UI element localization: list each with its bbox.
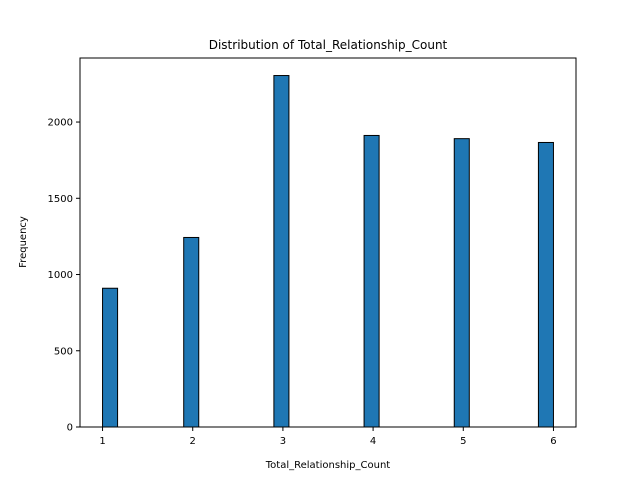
plot-area <box>102 75 554 428</box>
x-tick-label: 5 <box>460 436 466 447</box>
x-tick-label: 3 <box>280 436 286 447</box>
x-tick-label: 1 <box>99 436 105 447</box>
histogram-bar-5 <box>453 138 470 428</box>
y-axis: 0 500 1000 1500 2000 <box>48 118 80 434</box>
plot-frame <box>79 57 577 428</box>
x-tick-label: 6 <box>550 436 556 447</box>
x-axis: 1 2 3 4 5 6 <box>99 427 557 447</box>
y-tick-label: 1500 <box>48 194 73 205</box>
x-tick-label: 2 <box>190 436 196 447</box>
histogram-bar-1 <box>102 287 119 428</box>
histogram-bar-4 <box>363 134 380 428</box>
y-tick-label: 1000 <box>48 270 73 281</box>
x-axis-label: Total_Relationship_Count <box>265 460 391 471</box>
y-tick-label: 2000 <box>48 118 73 129</box>
histogram-bar-3 <box>273 75 290 428</box>
histogram-bar-2 <box>183 236 200 428</box>
y-tick-label: 500 <box>54 346 73 357</box>
chart-title: Distribution of Total_Relationship_Count <box>209 38 448 52</box>
histogram-bar-6 <box>537 141 554 428</box>
y-axis-label: Frequency <box>18 216 29 268</box>
x-tick-label: 4 <box>370 436 376 447</box>
y-tick-label: 0 <box>67 423 73 434</box>
